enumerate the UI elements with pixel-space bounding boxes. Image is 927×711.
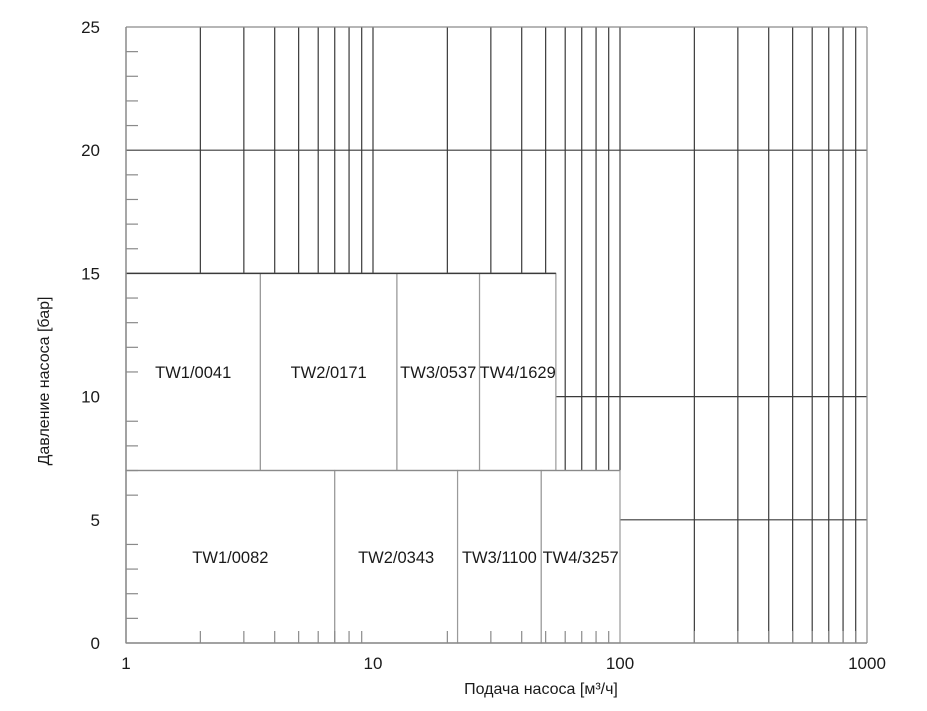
- y-tick-label: 15: [81, 264, 100, 283]
- region-label: TW4/1629: [480, 364, 556, 382]
- region-label: TW3/1100: [462, 549, 537, 567]
- y-tick-label: 25: [81, 18, 100, 37]
- y-tick-label: 10: [81, 388, 100, 407]
- x-axis-label: Подача насоса [м³/ч]: [464, 681, 618, 698]
- x-tick-label: 1: [121, 654, 130, 673]
- region-box: [125, 272, 261, 472]
- label-layer: 0 5 10 15 20 25 1 10 100 1000 TW1/0041 TW2/0171 TW3/…: [81, 18, 886, 673]
- region-label: TW1/0082: [192, 549, 268, 567]
- region-box: [396, 272, 481, 472]
- y-axis-label: Давление насоса [бар]: [36, 297, 53, 466]
- region-layer: [125, 272, 621, 644]
- region-label: TW4/3257: [543, 549, 619, 567]
- region-box: [334, 469, 459, 644]
- frame-layer: [125, 26, 868, 644]
- x-tick-label: 10: [364, 654, 383, 673]
- x-tick-label: 100: [606, 654, 634, 673]
- tick-layer: [126, 51, 857, 643]
- region-label: TW1/0041: [155, 364, 231, 382]
- region-label: TW2/0343: [358, 549, 434, 567]
- region-box: [540, 469, 621, 644]
- region-label: TW2/0171: [291, 364, 367, 382]
- y-tick-label: 20: [81, 141, 100, 160]
- y-tick-label: 5: [91, 511, 100, 530]
- region-label: TW3/0537: [400, 364, 476, 382]
- x-tick-label: 1000: [848, 654, 886, 673]
- y-tick-label: 0: [91, 634, 100, 653]
